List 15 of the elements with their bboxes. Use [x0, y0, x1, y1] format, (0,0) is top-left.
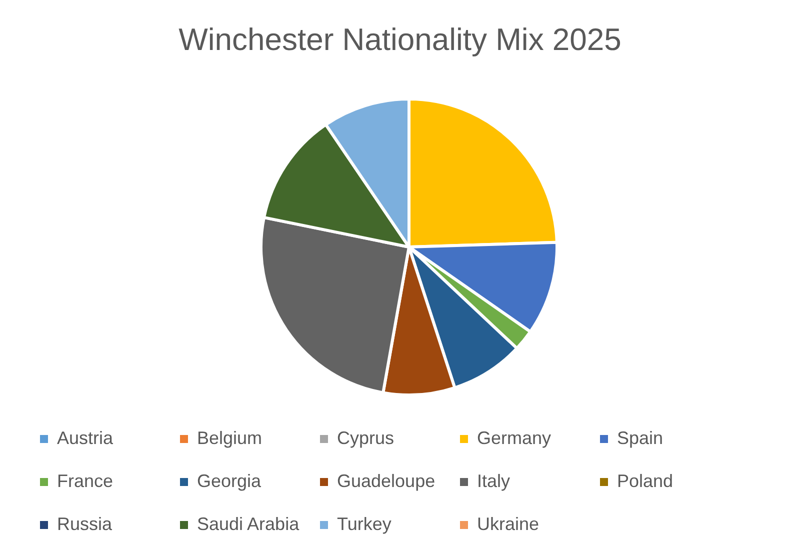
chart-title: Winchester Nationality Mix 2025: [178, 22, 622, 58]
legend-label: Austria: [57, 428, 114, 449]
legend-label: Germany: [477, 428, 552, 449]
legend-label: Spain: [617, 428, 664, 449]
legend-label: Poland: [617, 471, 674, 492]
legend-label: Russia: [57, 514, 112, 535]
legend-label: Saudi Arabia: [197, 514, 300, 535]
legend-label: Cyprus: [337, 428, 394, 449]
legend-label: Italy: [477, 471, 510, 492]
legend-label: Guadeloupe: [337, 471, 436, 492]
legend-label: Georgia: [197, 471, 262, 492]
legend-label: Turkey: [337, 514, 392, 535]
legend-label: France: [57, 471, 114, 492]
legend-label: Belgium: [197, 428, 262, 449]
legend-label: Ukraine: [477, 514, 540, 535]
